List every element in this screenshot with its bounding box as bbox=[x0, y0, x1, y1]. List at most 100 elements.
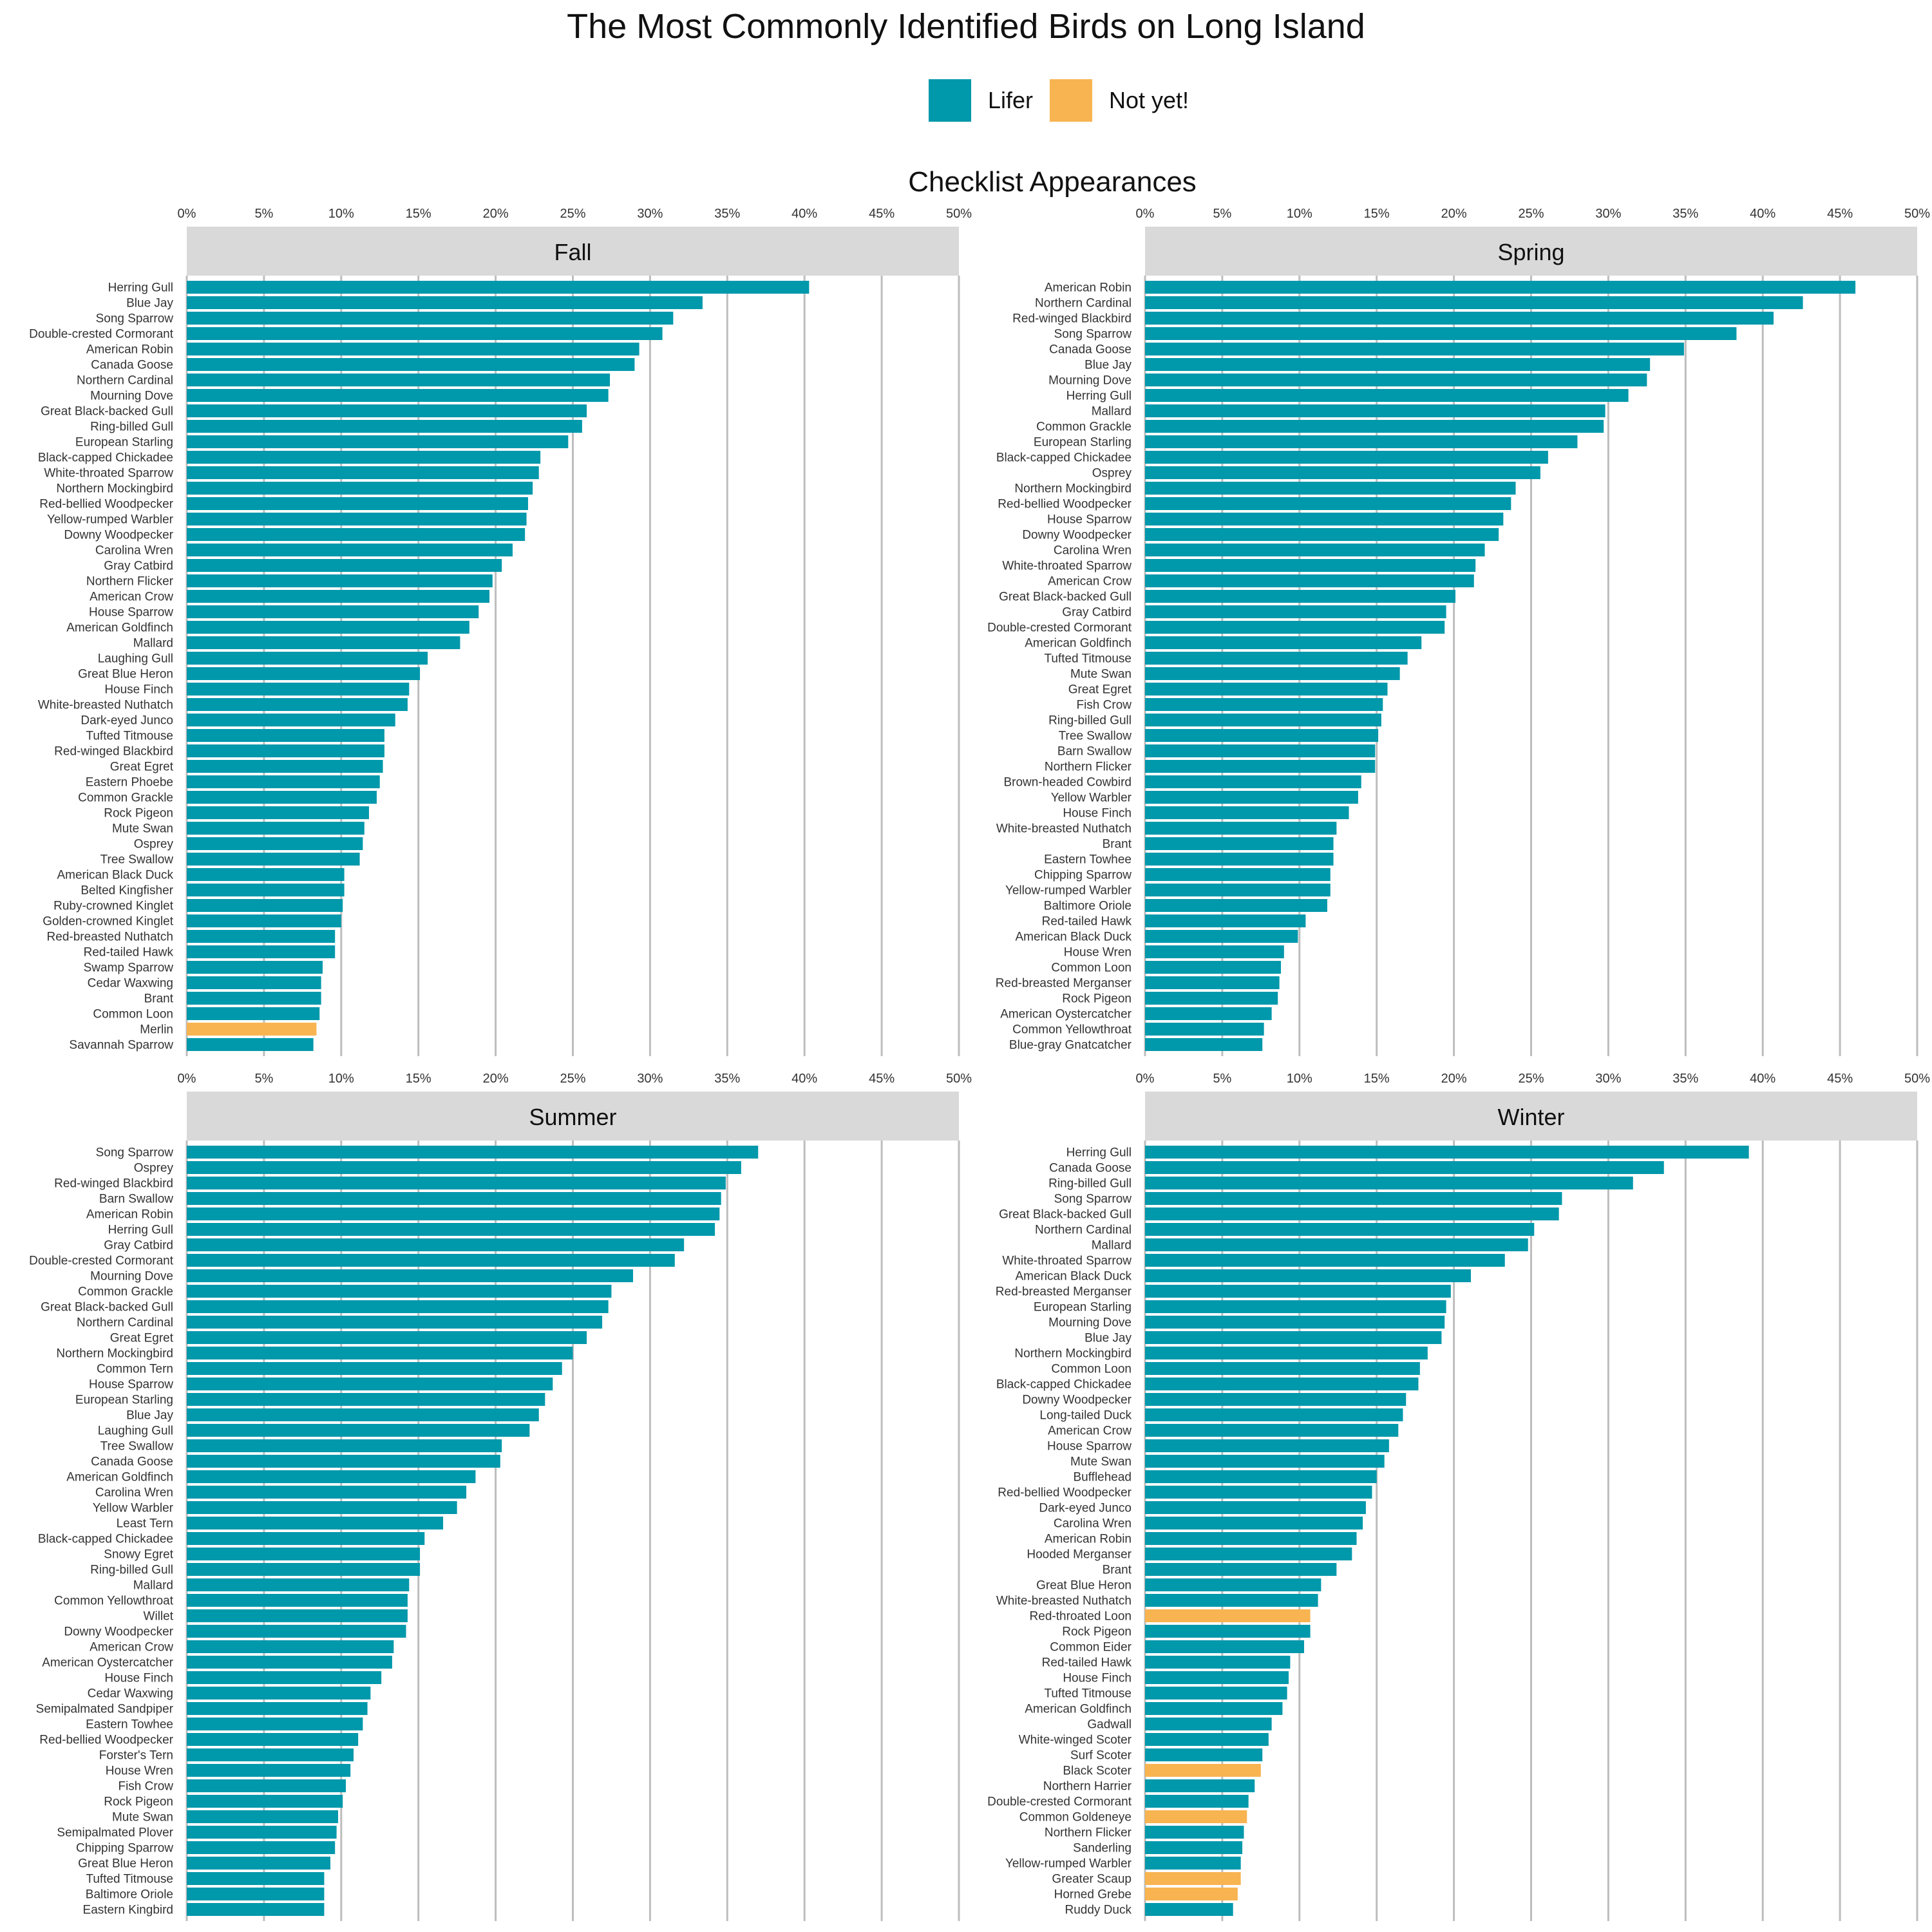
category-label: White-throated Sparrow bbox=[1002, 1255, 1132, 1268]
bar bbox=[187, 544, 513, 556]
bar bbox=[187, 1007, 320, 1020]
category-label: Greater Scaup bbox=[1052, 1873, 1132, 1886]
category-label: Tree Swallow bbox=[100, 853, 174, 867]
bar bbox=[1145, 1578, 1321, 1591]
bar bbox=[1145, 1748, 1263, 1761]
bar bbox=[187, 1748, 354, 1761]
bar bbox=[187, 1486, 467, 1499]
bar bbox=[1145, 605, 1446, 618]
category-label: Red-winged Blackbird bbox=[54, 745, 173, 759]
bar bbox=[1145, 1177, 1633, 1189]
category-label: Mourning Dove bbox=[90, 390, 173, 403]
bar bbox=[187, 1841, 336, 1854]
bar bbox=[1145, 1872, 1241, 1885]
category-label: Yellow Warbler bbox=[93, 1502, 174, 1515]
category-label: Brant bbox=[144, 992, 174, 1006]
category-label: White-winged Scoter bbox=[1019, 1734, 1132, 1747]
bar bbox=[187, 528, 526, 541]
bar bbox=[1145, 1903, 1233, 1916]
category-label: Northern Flicker bbox=[86, 575, 174, 589]
category-label: Eastern Phoebe bbox=[86, 776, 173, 790]
bar bbox=[1145, 1764, 1261, 1777]
bar bbox=[1145, 992, 1278, 1005]
category-label: Osprey bbox=[134, 1162, 174, 1175]
facet-title: Summer bbox=[529, 1104, 616, 1130]
category-label: Black-capped Chickadee bbox=[38, 451, 173, 465]
category-label: Fish Crow bbox=[1076, 699, 1132, 712]
bar bbox=[187, 1455, 500, 1468]
category-label: Common Grackle bbox=[78, 1285, 173, 1299]
facet-strip bbox=[1145, 227, 1917, 276]
bar bbox=[1145, 1378, 1419, 1390]
bar bbox=[1145, 636, 1422, 649]
category-label: Ring-billed Gull bbox=[1048, 1177, 1132, 1191]
category-label: European Starling bbox=[1034, 1301, 1132, 1314]
bar bbox=[187, 1795, 343, 1808]
category-label: House Finch bbox=[1063, 807, 1132, 820]
bar bbox=[1145, 899, 1327, 912]
bar bbox=[187, 714, 395, 726]
x-tick-label: 30% bbox=[1595, 207, 1621, 221]
category-label: Song Sparrow bbox=[1054, 1193, 1132, 1206]
x-tick-label: 50% bbox=[946, 207, 972, 221]
category-label: American Robin bbox=[1045, 281, 1132, 295]
x-tick-label: 50% bbox=[1904, 1072, 1930, 1086]
bar bbox=[187, 930, 336, 943]
bar bbox=[187, 1378, 553, 1390]
x-tick-label: 45% bbox=[1827, 207, 1853, 221]
bar bbox=[187, 497, 528, 510]
bar bbox=[1145, 312, 1774, 325]
bar bbox=[1145, 482, 1516, 495]
bar bbox=[187, 1408, 539, 1421]
bar bbox=[1145, 1671, 1289, 1684]
category-label: Brant bbox=[1103, 1564, 1132, 1577]
category-label: American Goldfinch bbox=[66, 1471, 173, 1484]
category-label: Tufted Titmouse bbox=[86, 730, 173, 743]
category-label: Common Loon bbox=[1051, 961, 1132, 975]
bar bbox=[1145, 1594, 1318, 1607]
chart-title: The Most Commonly Identified Birds on Lo… bbox=[567, 7, 1365, 46]
bar bbox=[1145, 775, 1361, 788]
bar bbox=[1145, 1609, 1311, 1622]
bar bbox=[187, 683, 410, 696]
bar bbox=[187, 1609, 408, 1622]
bar bbox=[1145, 1733, 1269, 1746]
category-label: Eastern Towhee bbox=[86, 1718, 173, 1732]
category-label: European Starling bbox=[75, 1394, 173, 1407]
category-label: Sanderling bbox=[1073, 1842, 1132, 1855]
category-label: Downy Woodpecker bbox=[1022, 529, 1132, 542]
category-label: Rock Pigeon bbox=[104, 807, 173, 820]
category-label: White-throated Sparrow bbox=[1002, 560, 1132, 573]
bar bbox=[187, 791, 377, 804]
category-label: Eastern Kingbird bbox=[83, 1904, 173, 1917]
bar bbox=[187, 837, 363, 850]
category-label: Red-throated Loon bbox=[1030, 1610, 1132, 1624]
x-tick-label: 0% bbox=[178, 207, 196, 221]
bar bbox=[1145, 1517, 1363, 1530]
category-label: Downy Woodpecker bbox=[1022, 1394, 1132, 1407]
bar bbox=[1145, 528, 1499, 541]
category-label: House Sparrow bbox=[89, 606, 173, 620]
category-label: Double-crested Cormorant bbox=[987, 1795, 1132, 1809]
bar bbox=[187, 296, 703, 309]
category-label: Yellow-rumped Warbler bbox=[47, 513, 174, 527]
bar bbox=[1145, 1285, 1451, 1298]
bar bbox=[187, 853, 360, 866]
category-label: Ring-billed Gull bbox=[1048, 714, 1132, 728]
x-tick-label: 5% bbox=[1213, 207, 1231, 221]
category-label: Ring-billed Gull bbox=[90, 1564, 173, 1577]
category-label: Great Blue Heron bbox=[78, 668, 173, 681]
bar bbox=[187, 1702, 368, 1715]
bar bbox=[187, 976, 321, 989]
bar bbox=[1145, 296, 1803, 309]
category-label: Blue Jay bbox=[1084, 1332, 1132, 1345]
x-tick-label: 30% bbox=[637, 1072, 663, 1086]
bar bbox=[1145, 822, 1337, 835]
bar bbox=[1145, 1300, 1446, 1313]
category-label: Red-breasted Nuthatch bbox=[47, 931, 173, 944]
category-label: Great Black-backed Gull bbox=[999, 591, 1132, 604]
bar bbox=[187, 667, 421, 680]
bar bbox=[187, 1208, 720, 1220]
category-label: American Crow bbox=[1048, 575, 1132, 589]
